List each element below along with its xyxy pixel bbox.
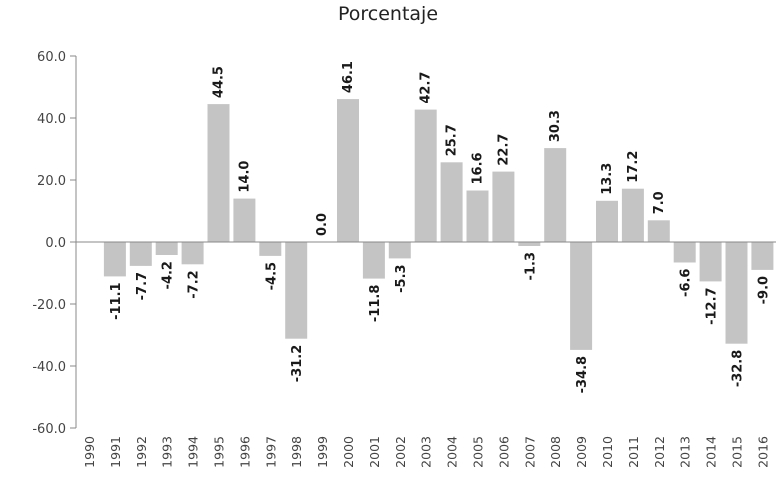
x-tick-label: 1991 — [108, 436, 123, 468]
y-axis: 60.0 40.0 20.0 0.0 -20.0 -40.0 -60.0 — [32, 50, 77, 437]
data-label-2000: 46.1 — [341, 61, 356, 93]
x-tick-label: 2004 — [445, 436, 460, 468]
data-label-2003: 42.7 — [419, 72, 434, 104]
data-label-2012: 7.0 — [652, 191, 667, 214]
x-tick-label: 2000 — [341, 436, 356, 468]
bar-1991 — [103, 242, 126, 277]
x-tick-label: 2015 — [730, 436, 745, 468]
y-tick-label: -40.0 — [32, 360, 66, 375]
bar-1995 — [207, 104, 230, 242]
bar-2009 — [570, 242, 593, 350]
bar-2013 — [673, 242, 696, 263]
data-label-2015: -32.8 — [731, 350, 746, 387]
x-tick-label: 2002 — [393, 436, 408, 468]
data-label-2008: 30.3 — [548, 110, 563, 142]
data-label-2002: -5.3 — [394, 264, 409, 292]
bar-2015 — [725, 242, 748, 344]
data-label-2014: -12.7 — [705, 287, 720, 324]
bar-2006 — [492, 171, 515, 242]
x-tick-label: 1995 — [212, 436, 227, 468]
bar-2005 — [466, 190, 489, 242]
y-tick-label: -60.0 — [32, 422, 66, 437]
data-label-1996: 14.0 — [237, 161, 252, 193]
x-tick-label: 1998 — [289, 436, 304, 468]
x-tick-label: 1997 — [263, 436, 278, 468]
data-label-1997: -4.5 — [264, 262, 279, 290]
y-tick-label: 20.0 — [37, 174, 66, 189]
x-tick-label: 2014 — [704, 436, 719, 468]
bar-1992 — [129, 242, 152, 266]
data-label-1993: -4.2 — [161, 261, 176, 289]
data-label-2004: 25.7 — [445, 124, 460, 156]
x-tick-label: 2013 — [678, 436, 693, 468]
bar-2016 — [751, 242, 774, 270]
data-label-1998: -31.2 — [290, 345, 305, 382]
bar-1993 — [155, 242, 178, 255]
x-tick-label: 2011 — [626, 436, 641, 468]
y-tick-label: -20.0 — [32, 298, 66, 313]
data-label-2016: -9.0 — [756, 276, 771, 304]
data-label-2001: -11.8 — [368, 285, 383, 322]
bar-2012 — [647, 220, 670, 242]
data-label-2005: 16.6 — [471, 152, 486, 184]
x-tick-label: 2010 — [600, 436, 615, 468]
data-label-1999: 0.0 — [315, 213, 330, 236]
chart-subtitle: Porcentaje — [337, 3, 439, 25]
x-tick-label: 1996 — [237, 436, 252, 468]
bars — [76, 99, 776, 350]
x-tick-label: 2009 — [574, 436, 589, 468]
x-tick-label: 1992 — [134, 436, 149, 468]
bar-1997 — [259, 242, 282, 256]
bar-2014 — [699, 242, 722, 282]
x-tick-label: 2006 — [496, 436, 511, 468]
x-tick-label: 2012 — [652, 436, 667, 468]
data-label-2006: 22.7 — [496, 134, 511, 166]
data-label-2009: -34.8 — [575, 356, 590, 393]
x-tick-label: 1990 — [82, 436, 97, 468]
bar-1998 — [285, 242, 308, 339]
x-tick-label: 2003 — [419, 436, 434, 468]
data-label-2007: -1.3 — [523, 252, 538, 280]
bar-2004 — [440, 162, 463, 242]
x-tick-label: 2001 — [367, 436, 382, 468]
data-label-2010: 13.3 — [600, 163, 615, 195]
bar-2008 — [544, 148, 567, 242]
x-tick-label: 2005 — [471, 436, 486, 468]
x-tick-label: 2007 — [522, 436, 537, 468]
bar-2010 — [596, 200, 618, 242]
data-label-2011: 17.2 — [626, 151, 641, 183]
x-tick-label: 2016 — [755, 436, 770, 468]
bar-1996 — [233, 198, 256, 242]
bar-1994 — [181, 242, 204, 265]
bar-2003 — [414, 109, 437, 242]
bar-2007 — [518, 242, 541, 246]
data-label-1994: -7.2 — [187, 270, 202, 298]
data-label-1991: -11.1 — [109, 282, 124, 319]
x-tick-label: 1993 — [160, 436, 175, 468]
bar-2001 — [362, 242, 385, 279]
y-tick-label: 40.0 — [37, 112, 66, 127]
data-label-1992: -7.7 — [135, 272, 150, 300]
data-label-2013: -6.6 — [679, 269, 694, 297]
data-label-1995: 44.5 — [212, 66, 227, 98]
x-tick-label: 1994 — [186, 436, 201, 468]
x-tick-label: 2008 — [548, 436, 563, 468]
x-tick-label: 1999 — [315, 436, 330, 468]
x-axis: 1990 1991 1992 1993 1994 1995 1996 1997 1998 1999… — [82, 436, 770, 468]
bar-2000 — [337, 99, 359, 242]
bar-2011 — [621, 188, 644, 242]
y-tick-label: 0.0 — [45, 236, 66, 251]
y-tick-label: 60.0 — [37, 50, 66, 65]
data-labels: -11.1 -7.7 -4.2 -7.2 44.5 14.0 -4.5 -31.2 0.0 46.… — [109, 61, 772, 393]
bar-2002 — [388, 242, 411, 259]
